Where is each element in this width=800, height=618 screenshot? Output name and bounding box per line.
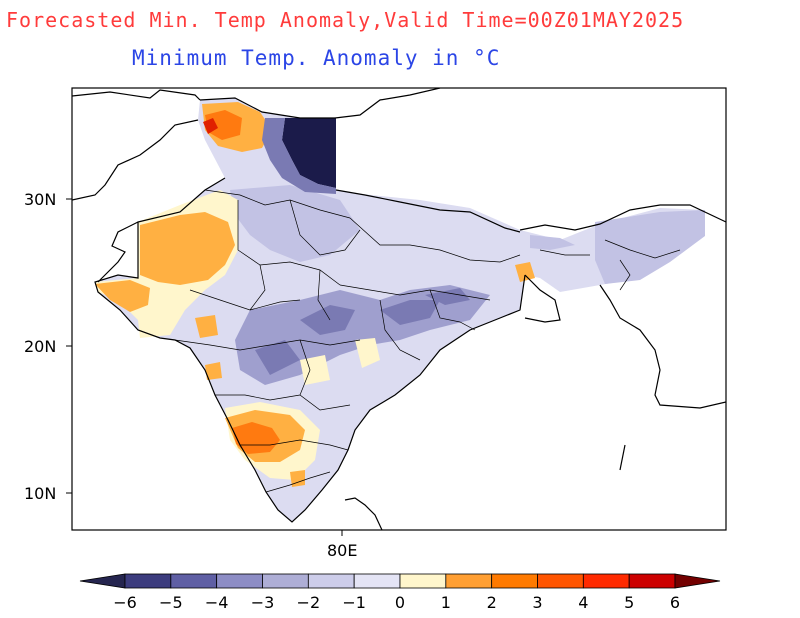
- colorbar-label: 4: [578, 593, 588, 612]
- colorbar-arrow-high: [674, 573, 721, 589]
- warm-core-karnataka: [232, 422, 280, 454]
- warm-zone-pale-central: [300, 338, 380, 385]
- colorbar-label: 6: [670, 593, 680, 612]
- colorbar-swatch: [353, 573, 401, 589]
- colorbar-swatch: [399, 573, 447, 589]
- colorbar-swatch: [170, 573, 218, 589]
- lat-label-30n: 30N: [24, 190, 56, 209]
- colorbar-label: 5: [624, 593, 634, 612]
- lat-axis: 30N 20N 10N: [24, 190, 72, 503]
- lon-axis: 80E: [327, 530, 357, 560]
- map-area: [72, 88, 726, 530]
- cold-ring-north: [262, 118, 336, 194]
- colorbar-label: −3: [251, 593, 275, 612]
- colorbar-label: −4: [205, 593, 229, 612]
- warm-core-kashmir: [205, 110, 242, 140]
- colorbar-label: −2: [297, 593, 321, 612]
- colorbar-swatch: [491, 573, 538, 589]
- colorbar-label: −5: [159, 593, 183, 612]
- boundary-lines: [72, 88, 726, 530]
- colorbar-label: 1: [441, 593, 451, 612]
- colorbar-label: 0: [395, 593, 405, 612]
- cool-zone-deep: [255, 288, 470, 375]
- warm-zone-rajasthan: [140, 212, 235, 285]
- warm-core-red: [203, 118, 218, 134]
- subtitle: Minimum Temp. Anomaly in °C: [132, 46, 501, 70]
- warm-zone-gujarat: [95, 280, 218, 338]
- state-boundaries: [174, 189, 681, 493]
- colorbar-label: −6: [113, 593, 137, 612]
- colorbar: −6 −5 −4 −3 −2 −1 0 1 2 3 4 5 6: [79, 573, 721, 612]
- colorbar-label: 2: [487, 593, 497, 612]
- colorbar-swatch: [216, 573, 263, 589]
- main-title: Forecasted Min. Temp Anomaly,Valid Time=…: [6, 8, 685, 32]
- map-frame: [71, 87, 727, 531]
- colorbar-label: −1: [342, 593, 366, 612]
- colorbar-swatch: [124, 573, 172, 589]
- cool-zone-northeast: [530, 210, 705, 284]
- colorbar-swatch: [445, 573, 493, 589]
- colorbar-swatch: [262, 573, 309, 589]
- lat-label-20n: 20N: [24, 337, 56, 356]
- cold-core-north: [282, 118, 336, 188]
- colorbar-swatch: [582, 573, 630, 589]
- colorbar-arrow-low: [79, 573, 126, 589]
- lat-label-10n: 10N: [24, 484, 56, 503]
- colorbar-label: 3: [532, 593, 542, 612]
- lon-label-80e: 80E: [327, 541, 357, 560]
- colorbar-swatch: [537, 573, 584, 589]
- colorbar-swatch: [628, 573, 676, 589]
- colorbar-swatch: [307, 573, 355, 589]
